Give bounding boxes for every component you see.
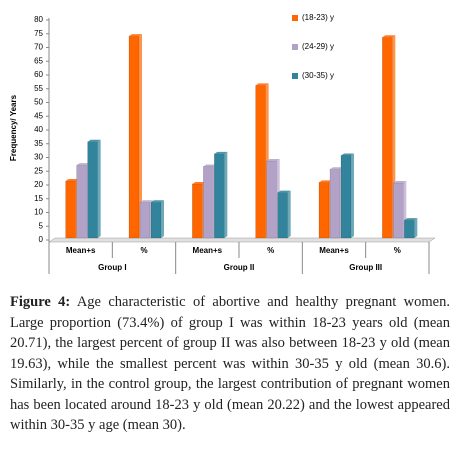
legend-swatch xyxy=(292,44,298,50)
bar-top xyxy=(151,200,164,203)
bar-top xyxy=(382,35,396,38)
bar xyxy=(139,202,151,239)
legend-label: (18-23) y xyxy=(302,13,334,22)
y-tick-label: 70 xyxy=(34,43,43,52)
x-tick-label: % xyxy=(267,246,274,255)
bar-top xyxy=(65,179,79,182)
floor xyxy=(48,237,436,243)
y-tick-label: 40 xyxy=(34,125,43,134)
legend-label: (24-29) y xyxy=(302,42,334,51)
y-tick-label: 20 xyxy=(34,180,43,189)
x-tick-label: % xyxy=(394,246,401,255)
bar xyxy=(329,169,341,239)
bar xyxy=(266,160,277,239)
bar-side xyxy=(139,34,142,239)
bar-side xyxy=(161,200,164,238)
legend-label: (30-35) y xyxy=(302,71,334,80)
bar-top xyxy=(266,159,280,161)
y-tick-label: 5 xyxy=(39,221,44,230)
legend-swatch xyxy=(292,15,298,21)
bar-top xyxy=(319,180,332,183)
bar-top xyxy=(341,153,354,156)
bar xyxy=(65,180,76,239)
bar xyxy=(128,35,140,239)
bar-top xyxy=(330,167,343,170)
y-tick-label: 35 xyxy=(34,139,43,148)
y-tick-label: 30 xyxy=(34,153,43,162)
bar-top xyxy=(87,139,101,142)
x-tick-label: Mean+s xyxy=(193,246,223,255)
bar xyxy=(255,85,266,239)
bar xyxy=(87,141,98,239)
bar xyxy=(393,182,404,239)
bar-side xyxy=(351,153,354,238)
bar xyxy=(382,37,393,239)
bar-side xyxy=(224,151,228,238)
bar xyxy=(277,192,288,239)
group-label: Group II xyxy=(224,263,255,272)
bar-top xyxy=(192,182,206,185)
y-tick-label: 55 xyxy=(34,84,43,93)
y-tick-label: 65 xyxy=(34,56,43,65)
bar xyxy=(192,183,203,239)
bar-top xyxy=(140,200,153,203)
bar xyxy=(214,153,225,239)
caption-text: Age characteristic of abortive and healt… xyxy=(10,294,450,433)
y-tick-label: 50 xyxy=(34,98,43,107)
bar-top xyxy=(203,164,217,167)
caption-label: Figure 4: xyxy=(10,294,71,310)
bar xyxy=(150,202,162,239)
caption: Figure 4: Age characteristic of abortive… xyxy=(10,292,450,436)
bar-top xyxy=(129,34,142,37)
y-axis-label: Frequency/ Years xyxy=(9,94,18,161)
chart: Frequency/ Years 0 5 10 15 20 25 30 35 40 45 50 55 6… xyxy=(9,13,436,274)
bar-top xyxy=(255,83,269,86)
bar-top xyxy=(393,181,407,183)
x-tick-label: % xyxy=(140,246,147,255)
legend-swatch xyxy=(292,73,298,79)
group-label: Group III xyxy=(349,263,382,272)
bar-top xyxy=(214,151,228,154)
bar-side xyxy=(287,190,291,238)
bar xyxy=(340,155,352,239)
y-tick-label: 75 xyxy=(34,29,43,38)
bar-side xyxy=(414,218,418,238)
y-tick-label: 45 xyxy=(34,111,43,120)
y-tick-label: 15 xyxy=(34,194,43,203)
x-tick-label: Mean+s xyxy=(66,246,96,255)
bar xyxy=(404,219,415,239)
y-tick-label: 60 xyxy=(34,70,43,79)
y-tick-label: 10 xyxy=(34,208,43,217)
y-tick-label: 25 xyxy=(34,166,43,175)
bar xyxy=(76,164,87,239)
bar-top xyxy=(277,190,291,193)
group-label: Group I xyxy=(98,263,126,272)
bar xyxy=(318,182,330,239)
bar-top xyxy=(404,218,418,221)
bar xyxy=(203,166,214,239)
y-tick-label: 80 xyxy=(34,15,43,24)
y-tick-label: 0 xyxy=(39,235,44,244)
bar-top xyxy=(76,163,90,166)
x-tick-label: Mean+s xyxy=(319,246,349,255)
bar-side xyxy=(97,139,101,238)
